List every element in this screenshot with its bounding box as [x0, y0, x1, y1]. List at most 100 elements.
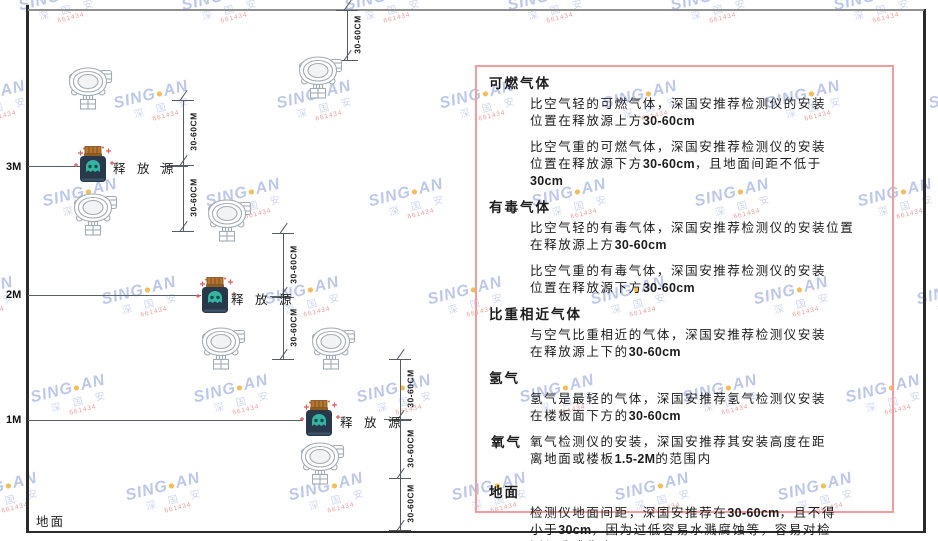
gas-detector-icon-ceiling [297, 55, 343, 99]
watermark-brand: SING●AN [28, 371, 108, 407]
text-line: 30cm [530, 174, 564, 188]
watermark-redtext: 661434 [302, 305, 332, 319]
panel-section-3: 氢气 氢气是最轻的气体，深国安推荐氢气检测仪安装 在楼板面下方的30-60cm [487, 370, 882, 425]
watermark-subtext: 深 国 安 [363, 0, 426, 23]
gas-detector-icon-1m-above [310, 326, 356, 370]
height-label-1m: 1M [6, 414, 22, 426]
watermark-redtext: 661434 [326, 501, 356, 515]
panel-section-5: 地面 检测仪地面间距，深国安推荐在30-60cm，且不得 小于30cm，因为过低容易… [487, 484, 882, 541]
watermark-subtext: 深 国 安 [132, 95, 195, 121]
section-heading: 有毒气体 [489, 200, 551, 215]
watermark-dot-icon: ● [305, 281, 317, 298]
height-label-2m: 2M [6, 289, 22, 301]
watermark-redtext: 661434 [139, 305, 169, 319]
panel-section-1: 有毒气体比空气轻的有毒气体，深国安推荐检测仪的安装位置 在释放源上方30-60cm… [487, 199, 882, 297]
watermark-dot-icon: ● [898, 183, 910, 200]
right-wall-line [923, 9, 926, 533]
gas-detector-icon-1m-below [299, 441, 345, 485]
watermark-subtext: 深 国 安 [0, 487, 44, 513]
watermark-dot-icon: ● [71, 379, 83, 396]
gas-detector-icon-2m-above [206, 198, 252, 242]
ground-label: 地面 [36, 515, 66, 529]
watermark-dot-icon: ● [246, 183, 258, 200]
watermark-redtext: 661434 [163, 501, 193, 515]
dimension-label: 30-60CM [288, 245, 299, 284]
level-line-3m [28, 166, 80, 167]
dimension-tick [389, 478, 411, 479]
watermark-brand: SING●AN [506, 0, 586, 15]
text-line: 比空气轻的有毒气体，深国安推荐检测仪的安装位置 [530, 221, 855, 235]
dimension-tick [172, 231, 194, 232]
dimension-line-1m [400, 359, 401, 531]
dimension-tick [336, 60, 358, 61]
watermark-redtext: 661434 [406, 207, 436, 221]
watermark-brand: SING●AN [354, 371, 434, 407]
watermark-dot-icon: ● [385, 0, 396, 3]
level-line-2m [28, 295, 201, 296]
watermark-subtext: 深 国 安 [49, 389, 112, 415]
dimension-label: 30-60CM [405, 484, 416, 523]
dimension-label: 30-60CM [188, 112, 199, 151]
watermark-brand: SING●AN [191, 371, 271, 407]
watermark-brand: SING●AN [914, 281, 938, 309]
watermark-dot-icon: ● [59, 0, 70, 3]
watermark-subtext: 深 国 安 [689, 0, 752, 23]
dimension-label: 30-60CM [405, 369, 416, 408]
watermark-redtext: 661434 [0, 305, 6, 319]
text-line: 位置在释放源上方30-60cm [530, 114, 695, 128]
ceiling-line [28, 9, 924, 11]
watermark-brand: SING●AN [17, 0, 97, 15]
watermark-dot-icon: ● [548, 0, 559, 3]
dimension-line-2m [283, 233, 284, 359]
floor-line [26, 530, 925, 533]
dimension-label: 30-60CM [352, 15, 363, 54]
gas-detector-icon-3m-below [72, 192, 118, 236]
watermark-dot-icon: ● [222, 0, 233, 3]
watermark-brand: SING●AN [99, 273, 179, 309]
section-paragraph: 比空气轻的可燃气体，深国安推荐检测仪的安装 位置在释放源上方30-60cm [530, 96, 882, 130]
watermark-dot-icon: ● [154, 85, 166, 102]
watermark-brand: SING●AN [111, 77, 191, 113]
text-line: 氢气是最轻的气体，深国安推荐氢气检测仪安装 [530, 392, 827, 406]
section-paragraph: 氧气检测仪的安装，深国安推荐其安装高度在距 离地面或楼板1.5-2M的范围内 [530, 434, 882, 468]
dimension-tick [389, 420, 411, 421]
watermark-redtext: 661434 [314, 109, 344, 123]
info-panel: 可燃气体比空气轻的可燃气体，深国安推荐检测仪的安装 位置在释放源上方30-60cm… [475, 65, 894, 541]
section-heading: 氧气 [491, 435, 522, 450]
text-line: 氧气检测仪的安装，深国安推荐其安装高度在距 [530, 435, 827, 449]
dimension-tick [172, 165, 194, 166]
dimension-tick [272, 359, 294, 360]
dimension-label: 30-60CM [288, 308, 299, 347]
watermark-subtext: 深 国 安 [307, 487, 370, 513]
panel-section-2: 比重相近气体 与空气比重相近的气体，深国安推荐检测仪安装 在释放源上下的30-60c… [487, 306, 882, 361]
gas-detector-icon-3m-above [67, 66, 113, 110]
dimension-label: 30-60CM [188, 178, 199, 217]
text-line: 比空气重的可燃气体，深国安推荐检测仪的安装 [530, 140, 827, 154]
watermark-brand: SING●AN [366, 175, 446, 211]
release-source-label-3m: 释 放 源 [113, 162, 178, 176]
gas-detector-icon-2m-below [200, 326, 246, 370]
panel-section-0: 可燃气体比空气轻的可燃气体，深国安推荐检测仪的安装 位置在释放源上方30-60cm… [487, 75, 882, 190]
section-heading: 可燃气体 [489, 76, 551, 91]
watermark-subtext: 深 国 安 [37, 0, 100, 23]
text-line: 与空气比重相近的气体，深国安推荐检测仪安装 [530, 328, 827, 342]
text-line: 在释放源上方30-60cm [530, 238, 667, 252]
height-label-3m: 3M [6, 161, 22, 173]
watermark-dot-icon: ● [234, 379, 246, 396]
text-line: 比空气轻的可燃气体，深国安推荐检测仪的安装 [530, 97, 827, 111]
watermark-dot-icon: ● [409, 183, 421, 200]
watermark-brand: SING●AN [180, 0, 260, 15]
watermark-dot-icon: ● [166, 477, 178, 494]
section-paragraph: 与空气比重相近的气体，深国安推荐检测仪安装 在释放源上下的30-60cm [530, 327, 882, 361]
dimension-tick [389, 359, 411, 360]
connector-3m [160, 166, 188, 167]
